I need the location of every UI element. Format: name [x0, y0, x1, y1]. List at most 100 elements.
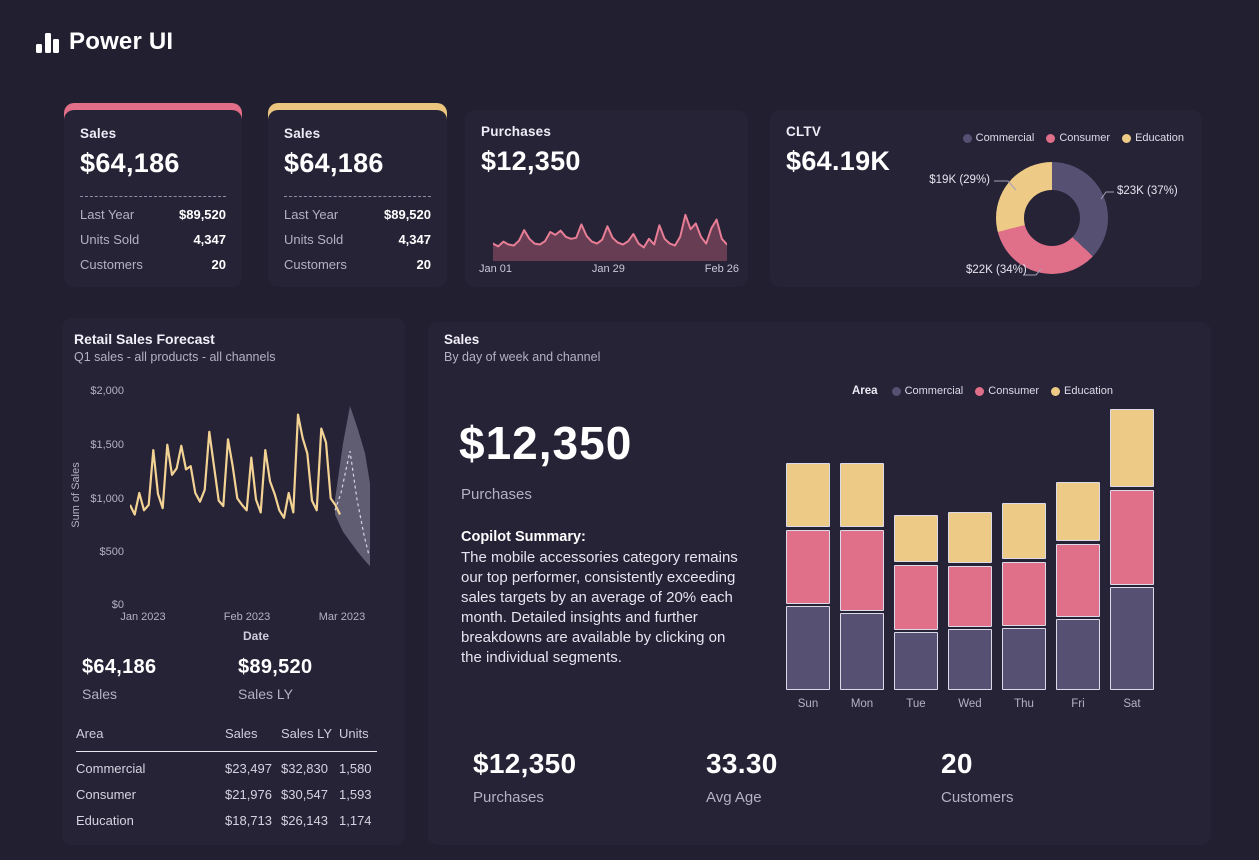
kpi-sales-ly: $89,520 Sales LY — [238, 656, 312, 702]
stat-row: Customers 20 — [284, 257, 431, 272]
kpi-avg-age: 33.30 Avg Age — [706, 748, 778, 806]
donut-legend: Commercial Consumer Education — [962, 132, 1184, 144]
bar-segment-consumer[interactable] — [1002, 561, 1046, 626]
stacked-bar-chart[interactable]: Sun Mon Tue Wed Thu Fri Sat — [786, 409, 1154, 710]
bar-segment-consumer[interactable] — [948, 565, 992, 627]
kpi-sales: $64,186 Sales — [82, 656, 156, 702]
kpi-value: $64,186 — [80, 148, 180, 178]
x-axis-title: Date — [242, 629, 269, 643]
y-axis-label: $2,000 — [90, 385, 124, 397]
stat-row: Customers 20 — [80, 257, 226, 272]
cltv-card: CLTV $64.19K Commercial Consumer Educati… — [770, 110, 1202, 287]
kpi-value: $12,350 — [473, 748, 577, 779]
legend-item-commercial[interactable]: Commercial — [891, 385, 963, 397]
y-axis-label: $1,000 — [90, 493, 124, 505]
table-header-row: Area Sales Sales LY Units — [76, 726, 377, 752]
bar-segment-education[interactable] — [948, 512, 992, 563]
bar-segment-education[interactable] — [1056, 482, 1100, 541]
copilot-summary-text: The mobile accessories category remains … — [461, 549, 738, 667]
x-axis-label: Jan 29 — [591, 263, 625, 275]
bar-segment-commercial[interactable] — [840, 613, 884, 690]
legend-item-education[interactable]: Education — [1051, 385, 1113, 397]
bar-column-tue[interactable]: Tue — [894, 515, 938, 710]
bar-segment-education[interactable] — [840, 463, 884, 527]
bar-segment-education[interactable] — [894, 515, 938, 562]
card-title: Purchases — [481, 124, 552, 139]
purchases-card: Purchases $12,350 Jan 01 Jan 29 Feb 26 — [465, 110, 748, 287]
dashed-divider — [284, 196, 431, 197]
card-subtitle: By day of week and channel — [444, 350, 601, 364]
donut-callout-consumer: $22K (34%) — [966, 264, 1027, 276]
kpi-value: $64,186 — [284, 148, 384, 178]
forecast-line-chart[interactable] — [130, 392, 370, 607]
kpi-stat-rows: Last Year $89,520 Units Sold 4,347 Customers… — [284, 207, 431, 272]
x-axis-label: Mon — [850, 698, 874, 710]
legend-item-commercial[interactable]: Commercial — [962, 132, 1034, 144]
bar-column-mon[interactable]: Mon — [840, 463, 884, 710]
x-axis-label: Jan 2023 — [120, 611, 166, 623]
y-axis-title: Sum of Sales — [70, 462, 82, 528]
bar-segment-education[interactable] — [786, 463, 830, 527]
card-title: Sales — [284, 126, 321, 141]
bar-segment-commercial[interactable] — [948, 629, 992, 690]
bar-segment-consumer[interactable] — [786, 529, 830, 604]
sparkline-x-axis: Jan 01 Jan 29 Feb 26 — [479, 263, 739, 275]
x-axis-label: Feb 2023 — [223, 611, 271, 623]
bar-column-sat[interactable]: Sat — [1110, 409, 1154, 710]
donut-callout-education: $19K (29%) — [929, 174, 990, 186]
bar-chart-logo-icon — [36, 31, 59, 53]
bar-column-sun[interactable]: Sun — [786, 463, 830, 710]
x-axis-label: Wed — [958, 698, 982, 710]
app-title: Power UI — [69, 28, 174, 55]
bar-segment-education[interactable] — [1110, 409, 1154, 487]
stat-row: Units Sold 4,347 — [80, 232, 226, 247]
copilot-summary-title: Copilot Summary: — [461, 529, 586, 545]
bar-chart-legend: Area Commercial Consumer Education — [852, 385, 1113, 397]
column-header[interactable]: Sales LY — [281, 726, 333, 741]
area-sales-table: Area Sales Sales LY Units Commercial $23,497… — [76, 726, 377, 834]
bar-column-wed[interactable]: Wed — [948, 512, 992, 710]
bar-segment-commercial[interactable] — [894, 632, 938, 690]
y-axis-label: $0 — [111, 599, 124, 611]
kpi-value: $64,186 — [82, 656, 157, 678]
kpi-card-sales-gold: Sales $64,186 Last Year $89,520 Units Sold… — [268, 103, 447, 287]
app-header: Power UI — [36, 28, 173, 56]
bar-segment-commercial[interactable] — [1002, 628, 1046, 690]
bar-segment-commercial[interactable] — [786, 606, 830, 690]
bar-segment-consumer[interactable] — [894, 564, 938, 630]
purchases-sparkline-chart[interactable] — [493, 205, 727, 261]
kpi-label: Customers — [941, 789, 1014, 806]
bar-column-fri[interactable]: Fri — [1056, 482, 1100, 710]
column-header[interactable]: Area — [76, 726, 104, 741]
bar-segment-consumer[interactable] — [1110, 489, 1154, 585]
column-header[interactable]: Units — [339, 726, 369, 741]
y-axis-label: $1,500 — [90, 439, 124, 451]
legend-dot-icon — [1046, 133, 1056, 143]
cltv-donut-chart[interactable] — [996, 162, 1108, 274]
kpi-purchases: $12,350 Purchases — [473, 748, 576, 806]
bar-segment-education[interactable] — [1002, 503, 1046, 559]
bar-segment-consumer[interactable] — [840, 529, 884, 611]
table-row[interactable]: Education $18,713 $26,143 1,174 — [76, 813, 372, 828]
kpi-label: Purchases — [473, 789, 544, 806]
legend-dot-icon — [1051, 386, 1061, 396]
bar-segment-commercial[interactable] — [1056, 619, 1100, 690]
legend-item-consumer[interactable]: Consumer — [975, 385, 1039, 397]
legend-item-consumer[interactable]: Consumer — [1046, 132, 1110, 144]
table-row[interactable]: Consumer $21,976 $30,547 1,593 — [76, 787, 372, 802]
stat-row: Last Year $89,520 — [284, 207, 431, 222]
legend-item-education[interactable]: Education — [1122, 132, 1184, 144]
table-row[interactable]: Commercial $23,497 $32,830 1,580 — [76, 761, 372, 776]
kpi-value: $12,350 — [481, 146, 581, 176]
x-axis-label: Thu — [1014, 698, 1034, 710]
bar-segment-commercial[interactable] — [1110, 587, 1154, 690]
bar-column-thu[interactable]: Thu — [1002, 503, 1046, 710]
legend-dot-icon — [1122, 133, 1132, 143]
kpi-label: Avg Age — [706, 789, 762, 806]
x-axis-label: Fri — [1071, 698, 1085, 710]
kpi-label: Sales LY — [238, 686, 293, 702]
column-header[interactable]: Sales — [225, 726, 258, 741]
legend-title: Area — [852, 385, 878, 397]
bar-segment-consumer[interactable] — [1056, 543, 1100, 617]
